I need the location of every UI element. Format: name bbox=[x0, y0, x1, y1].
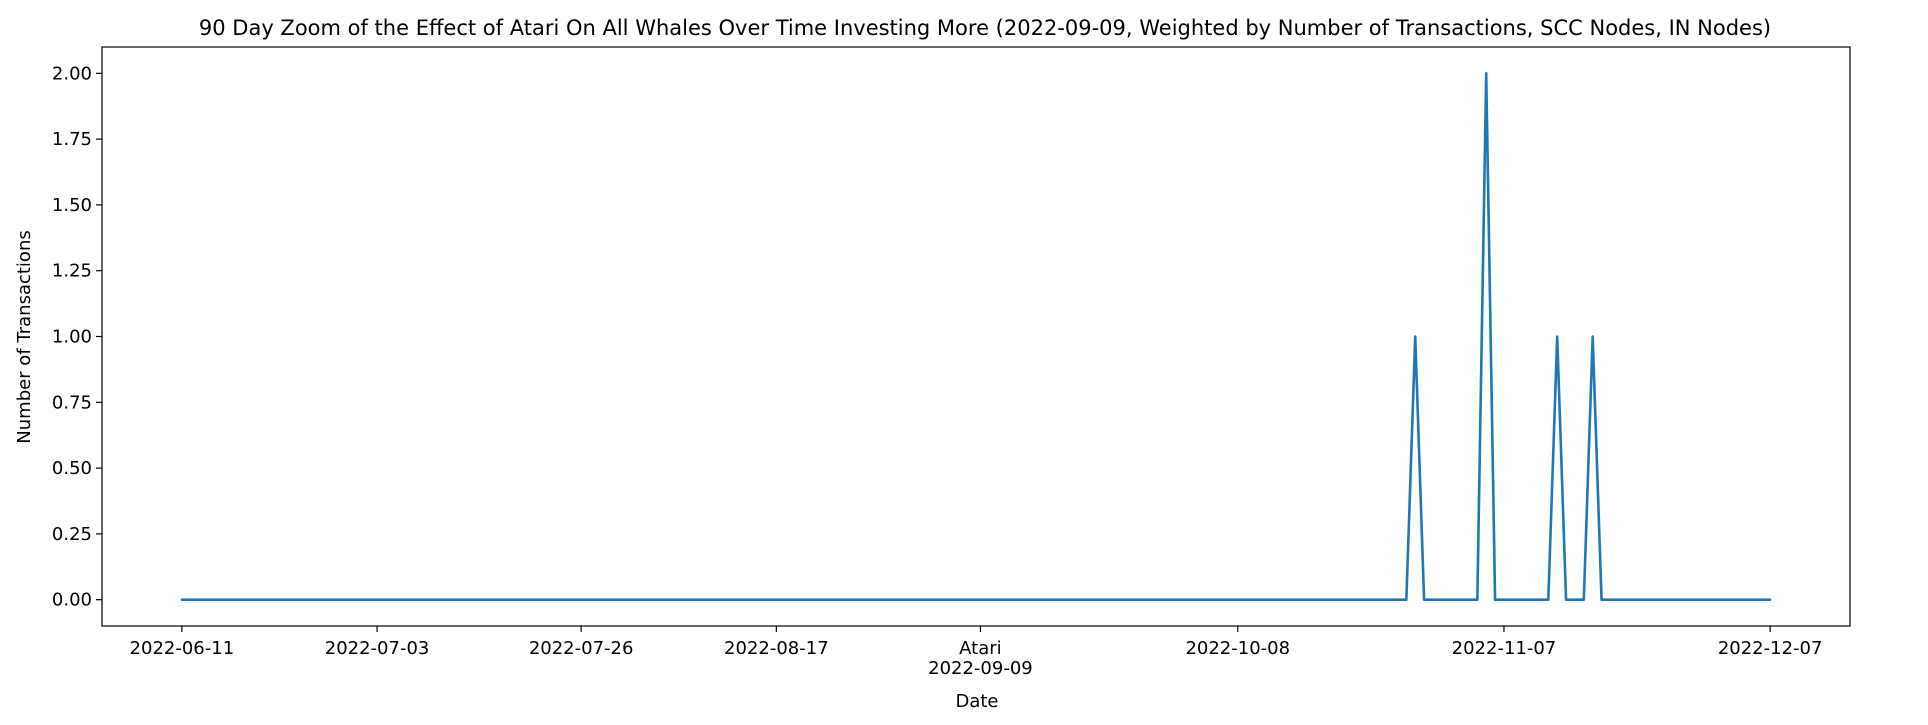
x-tick-label: 2022-12-07 bbox=[1718, 638, 1823, 659]
y-tick-label: 1.00 bbox=[52, 327, 92, 348]
x-tick-label: 2022-06-11 bbox=[130, 638, 235, 659]
x-axis: 2022-06-11 2022-07-03 2022-07-26 2022-08-17… bbox=[130, 626, 1823, 679]
y-tick-label: 0.00 bbox=[52, 590, 92, 611]
chart-title: 90 Day Zoom of the Effect of Atari On Al… bbox=[199, 16, 1771, 40]
x-axis-label: Date bbox=[955, 691, 998, 712]
series-line bbox=[180, 72, 1772, 601]
y-tick-label: 2.00 bbox=[52, 63, 92, 84]
y-tick-label: 0.50 bbox=[52, 458, 92, 479]
x-tick-label: 2022-07-26 bbox=[529, 638, 634, 659]
y-axis: 0.00 0.25 0.50 0.75 1.00 1.25 1.50 1.75 2.00 bbox=[52, 63, 102, 611]
y-tick-label: 1.25 bbox=[52, 261, 92, 282]
x-tick-label: 2022-10-08 bbox=[1185, 638, 1290, 659]
x-tick-label: 2022-08-17 bbox=[724, 638, 829, 659]
plot-area bbox=[180, 72, 1772, 601]
x-tick-label: 2022-07-03 bbox=[325, 638, 430, 659]
y-tick-label: 0.25 bbox=[52, 524, 92, 545]
y-axis-label: Number of Transactions bbox=[14, 230, 35, 443]
y-tick-label: 1.50 bbox=[52, 195, 92, 216]
x-tick-label: 2022-11-07 bbox=[1452, 638, 1557, 659]
y-tick-label: 0.75 bbox=[52, 392, 92, 413]
x-tick-label: Atari bbox=[959, 638, 1002, 659]
plot-frame bbox=[101, 46, 1851, 627]
x-tick-label-secondary: 2022-09-09 bbox=[928, 658, 1033, 679]
y-tick-label: 1.75 bbox=[52, 129, 92, 150]
